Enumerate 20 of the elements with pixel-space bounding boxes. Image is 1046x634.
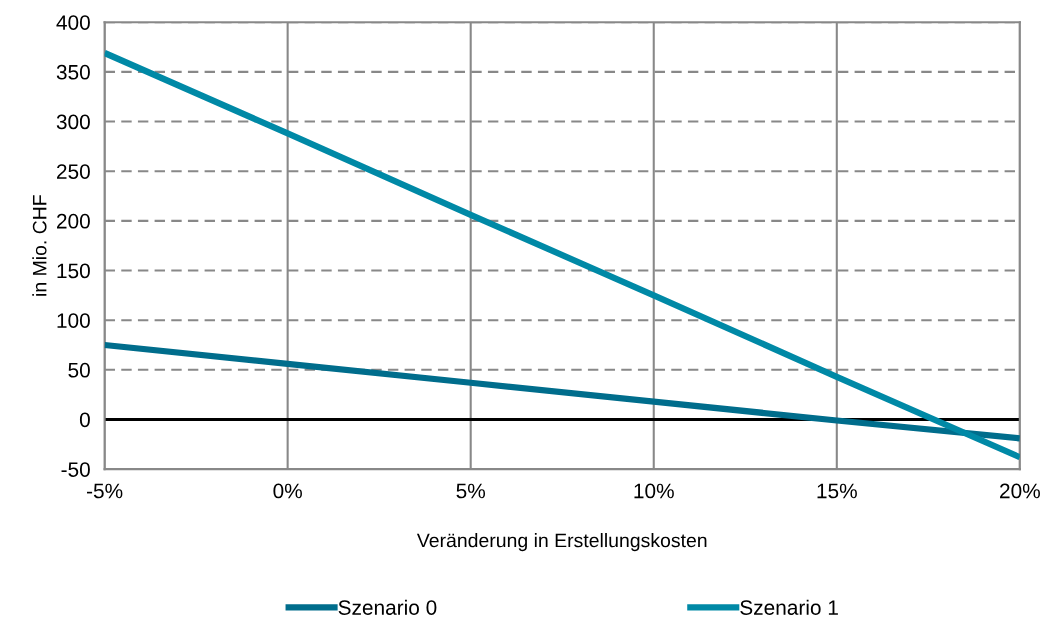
legend-label: Szenario 1 (740, 599, 838, 615)
x-tick-label: -5% (87, 483, 123, 499)
y-tick-label: 0 (79, 412, 90, 428)
x-tick-label: 20% (1000, 483, 1040, 499)
y-tick-label: 200 (57, 213, 90, 229)
legend-label: Szenario 0 (338, 599, 437, 615)
y-tick-label: 300 (56, 114, 90, 130)
y-tick-label: 350 (56, 64, 90, 80)
y-tick-label: 250 (57, 164, 90, 179)
y-tick-label: -50 (61, 462, 90, 477)
x-tick-label: 15% (817, 483, 857, 499)
y-tick-label: 150 (57, 263, 90, 279)
y-tick-label: 50 (68, 362, 90, 378)
y-tick-label: 400 (56, 15, 90, 30)
y-axis-title: in Mio. CHF (32, 195, 47, 296)
x-axis-title: Veränderung in Erstellungskosten (416, 533, 707, 552)
x-tick-label: 0% (273, 483, 302, 499)
x-tick-label: 5% (456, 483, 486, 499)
x-tick-label: 10% (634, 483, 674, 499)
y-tick-label: 100 (57, 313, 90, 328)
